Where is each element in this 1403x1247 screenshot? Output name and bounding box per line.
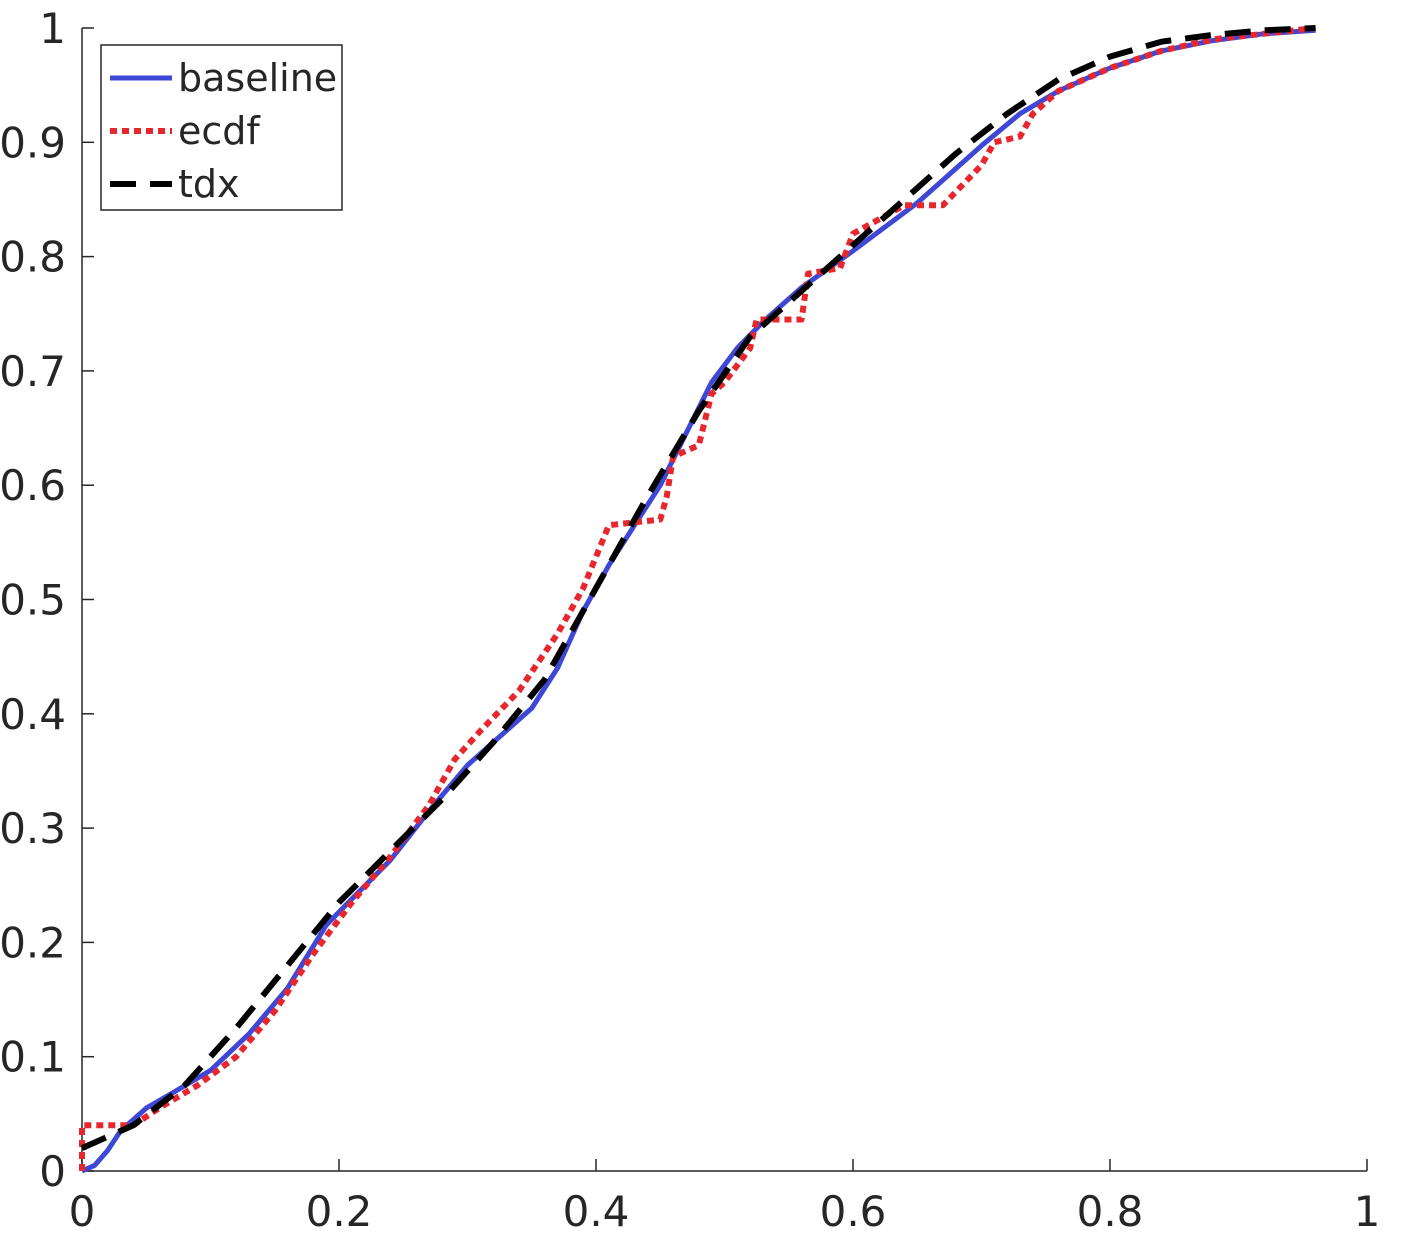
- x-tick-label: 0.2: [306, 1187, 373, 1236]
- x-tick-label: 0.6: [820, 1187, 887, 1236]
- x-tick-label: 0.8: [1077, 1187, 1144, 1236]
- y-tick-label: 0.3: [0, 804, 66, 853]
- y-tick-label: 0.1: [0, 1033, 66, 1082]
- legend: baseline ecdf tdx: [100, 44, 343, 211]
- y-tick-label: 0.4: [0, 690, 66, 739]
- series-line-ecdf: [79, 25, 1316, 1171]
- y-tick-label: 0: [39, 1147, 66, 1196]
- y-tick-label: 1: [39, 4, 66, 53]
- legend-box: [100, 44, 343, 211]
- series-line-tdx: [80, 25, 1316, 1151]
- x-tick-label: 0: [69, 1187, 96, 1236]
- legend-label-tdx: tdx: [178, 162, 240, 206]
- legend-label-ecdf: ecdf: [178, 109, 261, 153]
- y-tick-label: 0.5: [0, 576, 66, 625]
- x-tick-label: 1: [1354, 1187, 1381, 1236]
- legend-label-baseline: baseline: [178, 56, 337, 100]
- axes: 0 0.2 0.4 0.6 0.8 1 0 0.1 0.2 0.3 0.4 0.5 0.6 0.7 0.8 0…: [0, 4, 1380, 1236]
- y-tick-label: 0.8: [0, 233, 66, 282]
- y-tick-label: 0.9: [0, 118, 66, 167]
- y-tick-label: 0.7: [0, 347, 66, 396]
- y-tick-label: 0.2: [0, 918, 66, 967]
- y-tick-label: 0.6: [0, 461, 66, 510]
- series-group: [79, 25, 1316, 1174]
- x-tick-label: 0.4: [563, 1187, 630, 1236]
